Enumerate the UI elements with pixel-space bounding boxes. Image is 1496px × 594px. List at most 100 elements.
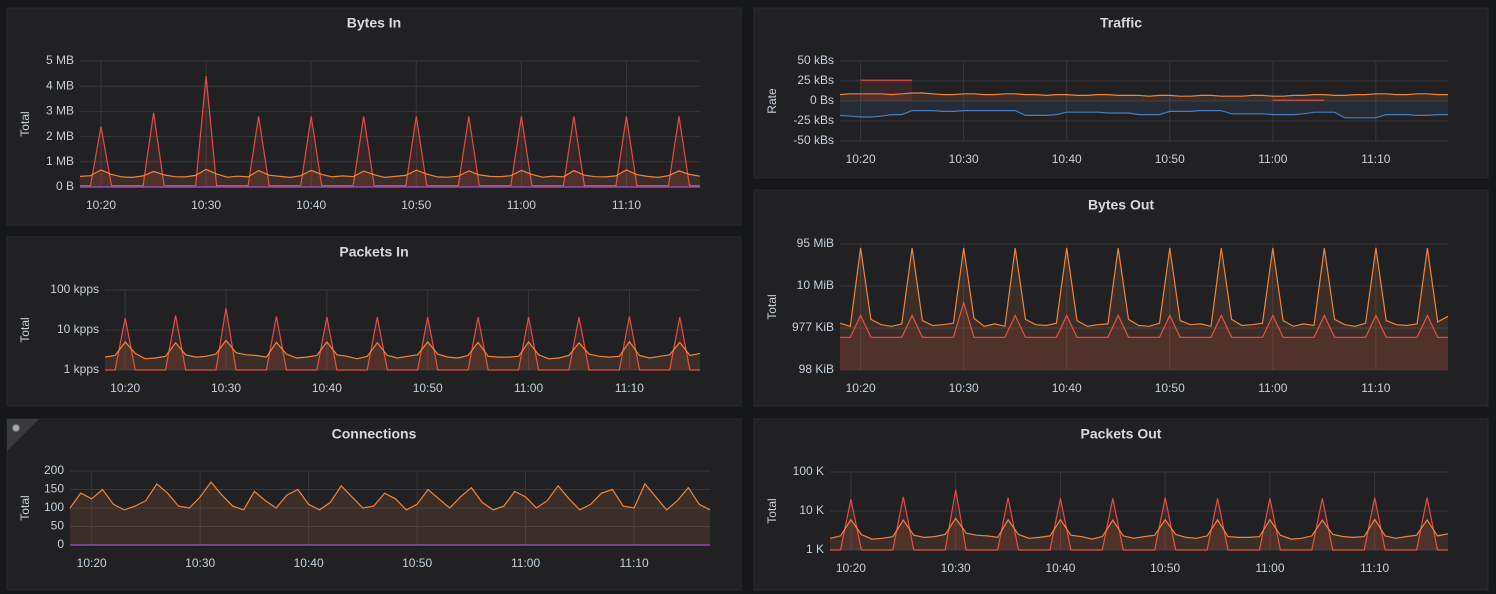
series-line: [839, 92, 1448, 97]
panel-title: Packets Out: [1081, 426, 1162, 442]
series-line: [79, 168, 701, 179]
y-tick-label: 10 MiB: [797, 278, 834, 292]
x-tick-label: 10:20: [110, 381, 140, 395]
x-tick-label: 10:30: [211, 381, 241, 395]
y-tick-label: 50: [51, 519, 65, 533]
x-tick-label: 11:00: [1255, 561, 1284, 575]
y-tick-label: 10 kpps: [57, 322, 99, 336]
x-tick-label: 11:10: [1360, 561, 1389, 575]
x-tick-label: 10:20: [86, 198, 116, 212]
x-tick-label: 11:10: [612, 198, 641, 212]
series-line: [104, 339, 701, 360]
y-axis-label: Total: [765, 294, 779, 319]
x-tick-label: 11:00: [511, 556, 540, 570]
x-tick-label: 10:40: [296, 198, 326, 212]
series-line: [69, 481, 711, 511]
x-tick-label: 10:40: [1052, 381, 1082, 395]
y-tick-label: 1 MB: [46, 154, 74, 168]
series-area: [830, 489, 1448, 550]
x-tick-label: 11:10: [619, 556, 648, 570]
series-area: [105, 340, 700, 370]
x-tick-label: 10:50: [413, 381, 443, 395]
panel: [753, 418, 1489, 591]
series-line: [839, 110, 1448, 119]
x-tick-label: 11:00: [1258, 152, 1287, 166]
x-tick-label: 10:20: [836, 561, 866, 575]
series-area: [80, 169, 700, 187]
series-line: [830, 489, 1448, 551]
panel: [6, 236, 742, 407]
series-area: [105, 308, 700, 370]
series-area: [840, 101, 1448, 118]
y-tick-label: 1 K: [806, 542, 824, 556]
x-tick-label: 11:10: [615, 381, 644, 395]
y-axis-label: Total: [18, 495, 32, 520]
series-line: [105, 308, 700, 371]
info-dot: [12, 424, 20, 432]
panel-title: Bytes In: [347, 15, 401, 31]
x-tick-label: 10:50: [1155, 152, 1185, 166]
panel-title: Connections: [332, 426, 417, 442]
series-line: [80, 76, 700, 187]
x-tick-label: 10:50: [1155, 381, 1185, 395]
series-line: [829, 517, 1449, 540]
y-tick-label: 100 kpps: [50, 282, 99, 296]
x-tick-label: 10:20: [846, 381, 876, 395]
x-tick-label: 10:30: [941, 561, 971, 575]
panel-title: Bytes Out: [1088, 197, 1154, 213]
y-axis-label: Total: [18, 317, 32, 342]
x-tick-label: 10:30: [949, 381, 979, 395]
y-axis-label: Total: [765, 498, 779, 523]
y-tick-label: 150: [44, 482, 64, 496]
x-tick-label: 10:40: [294, 556, 324, 570]
y-axis-label: Total: [18, 111, 32, 136]
y-tick-label: 200: [44, 463, 64, 477]
x-tick-label: 10:30: [949, 152, 979, 166]
y-tick-label: 0 Bs: [810, 93, 834, 107]
x-tick-label: 10:30: [191, 198, 221, 212]
x-tick-label: 10:50: [402, 556, 432, 570]
y-tick-label: 100: [44, 500, 64, 514]
series-line: [840, 300, 1448, 338]
x-tick-label: 10:20: [77, 556, 107, 570]
panel: [6, 418, 742, 591]
y-tick-label: 4 MB: [46, 78, 74, 92]
y-tick-label: 100 K: [793, 464, 824, 478]
x-tick-label: 11:00: [1258, 381, 1287, 395]
x-tick-label: 10:30: [185, 556, 215, 570]
y-tick-label: 977 KiB: [792, 320, 834, 334]
x-tick-label: 11:10: [1361, 381, 1390, 395]
panel-title: Packets In: [339, 244, 408, 260]
x-tick-label: 10:40: [1045, 561, 1075, 575]
y-tick-label: -50 kBs: [793, 133, 834, 147]
y-tick-label: 25 kBs: [797, 73, 834, 87]
y-tick-label: 0 B: [56, 179, 74, 193]
x-tick-label: 10:50: [1150, 561, 1180, 575]
x-tick-label: 10:20: [846, 152, 876, 166]
y-axis-label: Rate: [765, 88, 779, 114]
panel: [6, 7, 742, 226]
y-tick-label: 1 kpps: [64, 362, 99, 376]
series-area: [860, 80, 913, 101]
series-area: [830, 518, 1448, 550]
x-tick-label: 11:00: [507, 198, 536, 212]
y-tick-label: 10 K: [799, 503, 824, 517]
series-area: [840, 248, 1448, 370]
y-tick-label: 5 MB: [46, 53, 74, 67]
x-tick-label: 11:00: [514, 381, 543, 395]
x-tick-label: 10:40: [312, 381, 342, 395]
y-tick-label: 3 MB: [46, 104, 74, 118]
y-tick-label: -25 kBs: [793, 113, 834, 127]
x-tick-label: 10:40: [1052, 152, 1082, 166]
y-tick-label: 50 kBs: [797, 53, 834, 67]
x-tick-label: 11:10: [1361, 152, 1390, 166]
y-tick-label: 98 KiB: [799, 362, 834, 376]
x-tick-label: 10:50: [401, 198, 431, 212]
y-tick-label: 0: [57, 537, 64, 551]
panel-title: Traffic: [1100, 15, 1142, 31]
y-tick-label: 2 MB: [46, 129, 74, 143]
series-line: [839, 248, 1449, 328]
panel: [753, 7, 1489, 179]
y-tick-label: 95 MiB: [797, 236, 834, 250]
